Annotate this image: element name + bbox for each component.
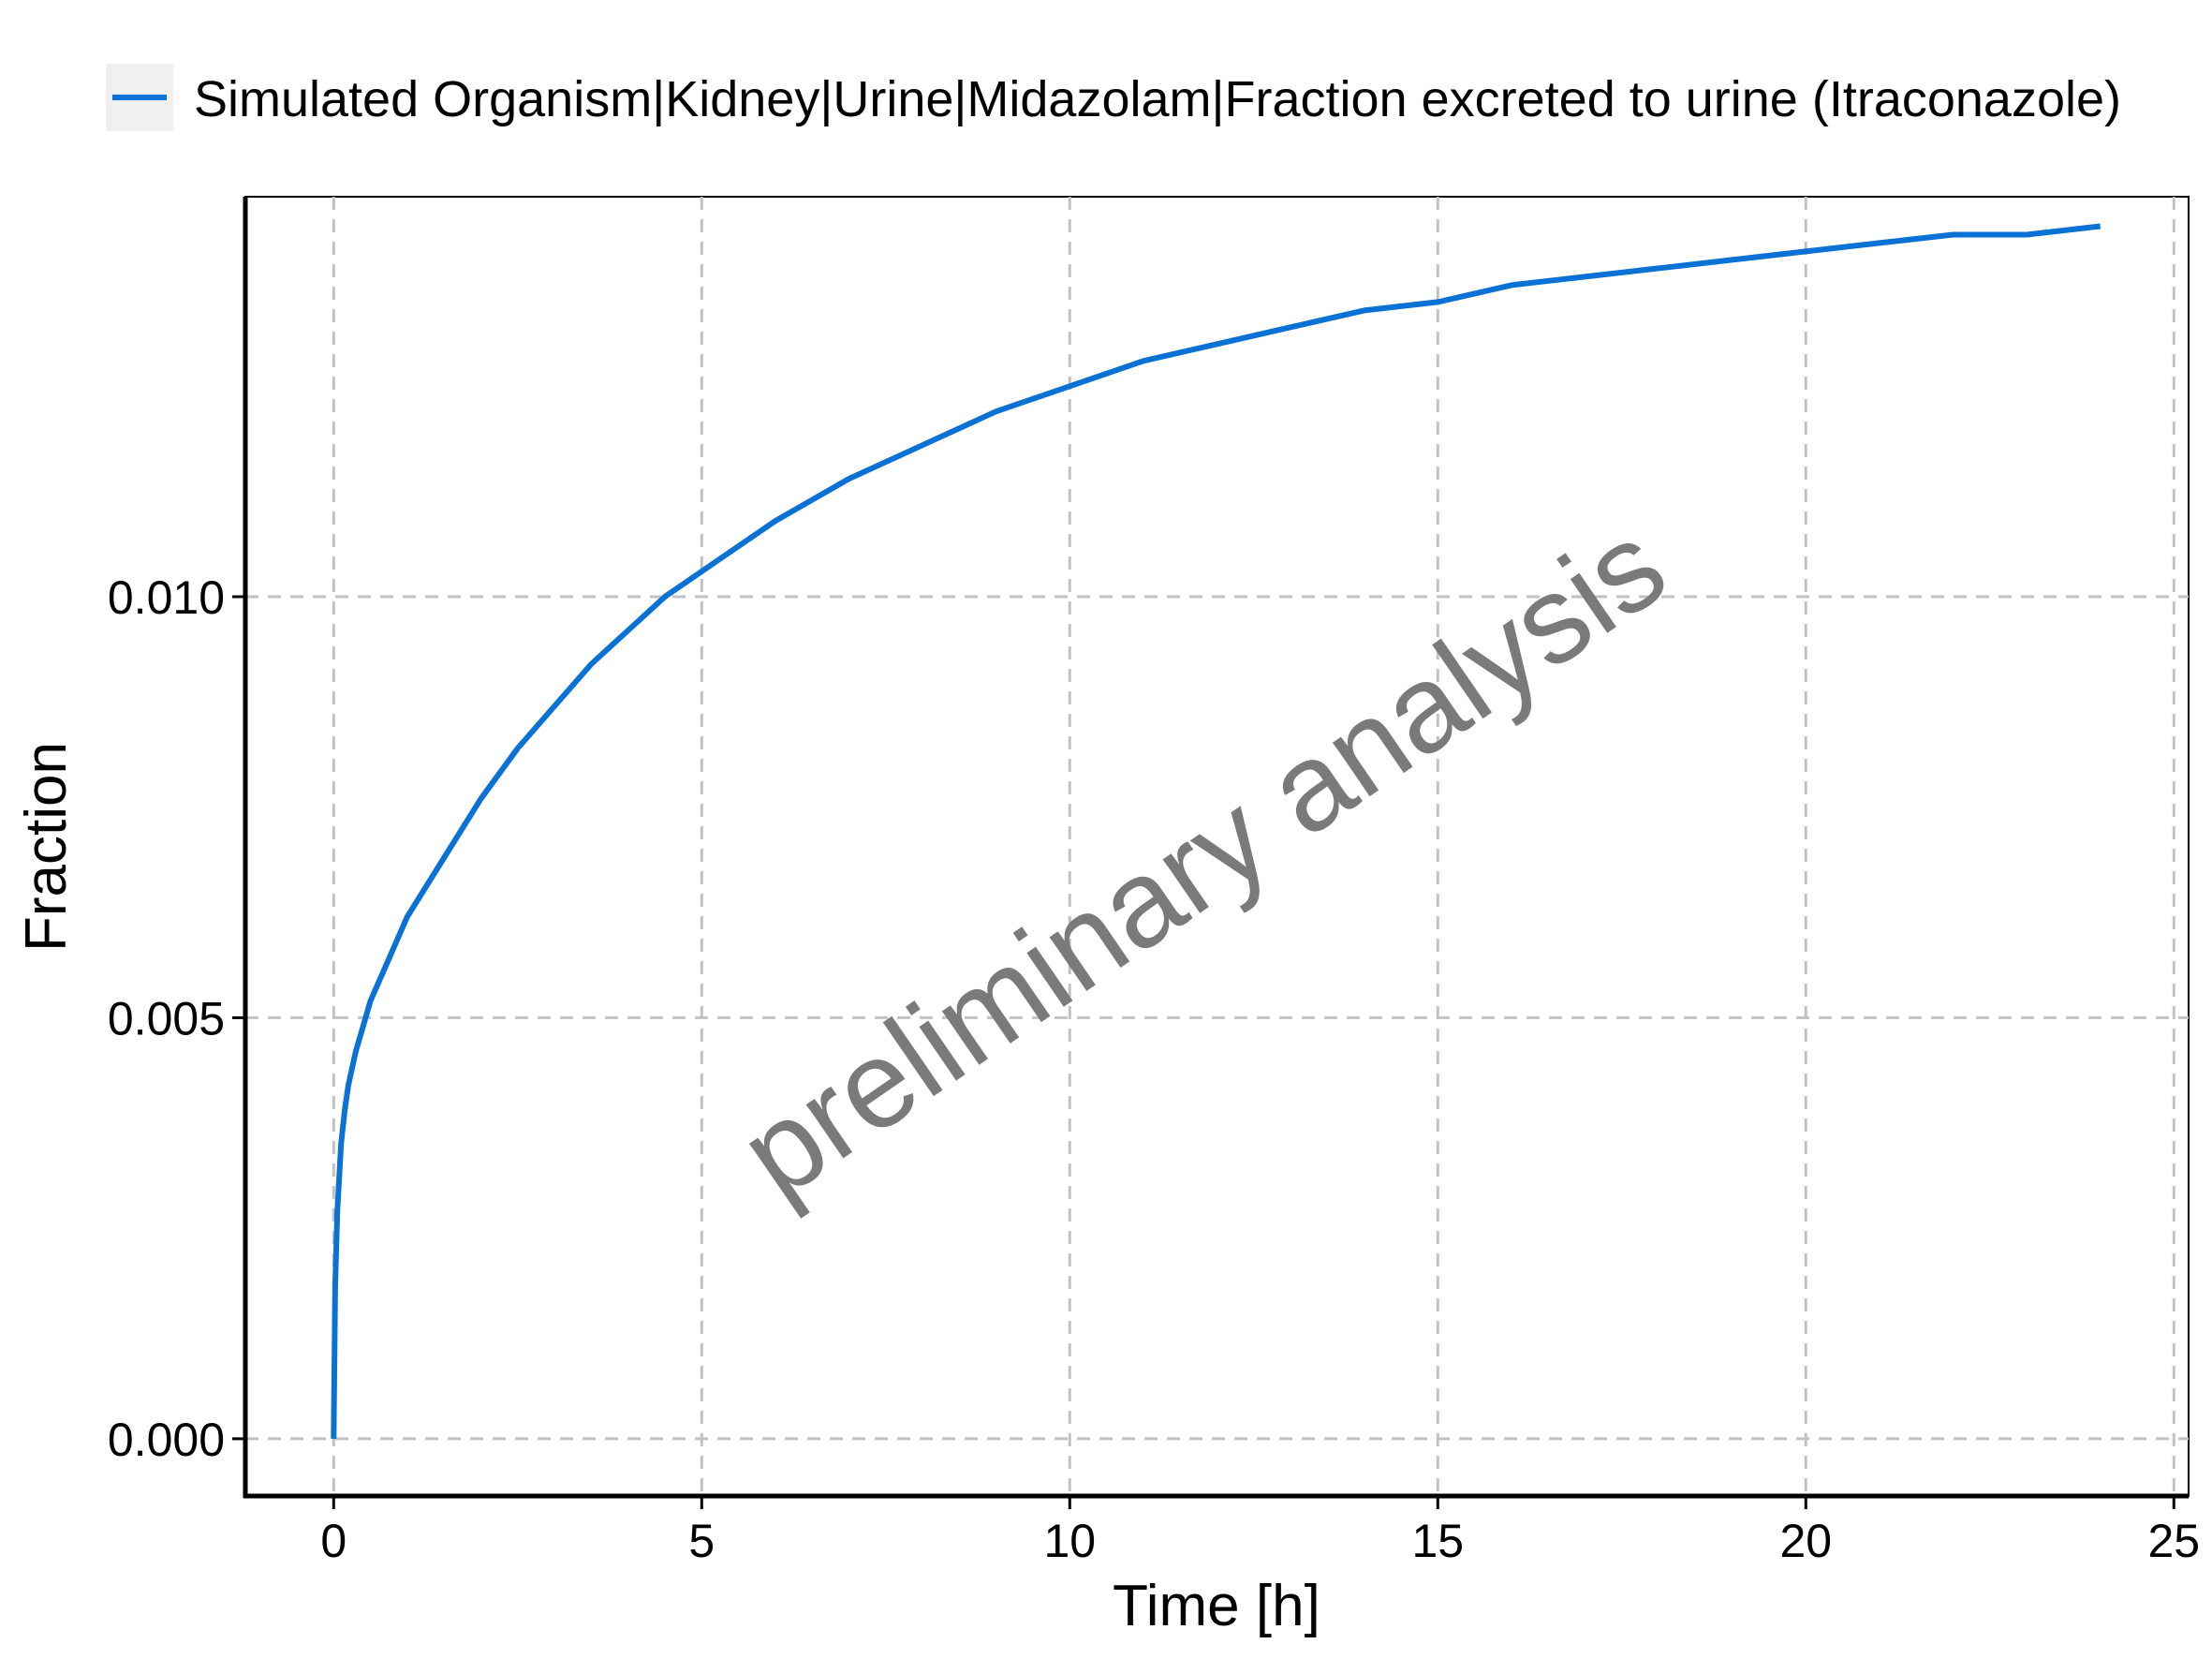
x-tick-label: 10 — [1043, 1515, 1096, 1567]
series-line — [331, 223, 2101, 1439]
x-tick-label: 25 — [2147, 1515, 2200, 1567]
y-tick-label: 0.005 — [108, 992, 225, 1044]
series-layer — [331, 223, 2101, 1439]
y-tick-label: 0.000 — [108, 1414, 225, 1466]
y-axis-title: Fraction — [14, 742, 79, 952]
legend-entry-label: Simulated Organism|Kidney|Urine|Midazola… — [194, 71, 2121, 127]
watermark-preliminary-analysis: preliminary analysis — [716, 496, 1688, 1224]
x-tick-label: 20 — [1779, 1515, 1832, 1567]
legend: Simulated Organism|Kidney|Urine|Midazola… — [106, 64, 2121, 131]
axes: 0 5 10 15 20 25 0.000 0.005 0.010 — [108, 197, 2200, 1567]
x-tick-label: 5 — [688, 1515, 715, 1567]
y-tick-label: 0.010 — [108, 571, 225, 624]
x-axis-title: Time [h] — [1113, 1574, 1320, 1638]
x-tick-label: 0 — [320, 1515, 347, 1567]
x-tick-label: 15 — [1411, 1515, 1464, 1567]
